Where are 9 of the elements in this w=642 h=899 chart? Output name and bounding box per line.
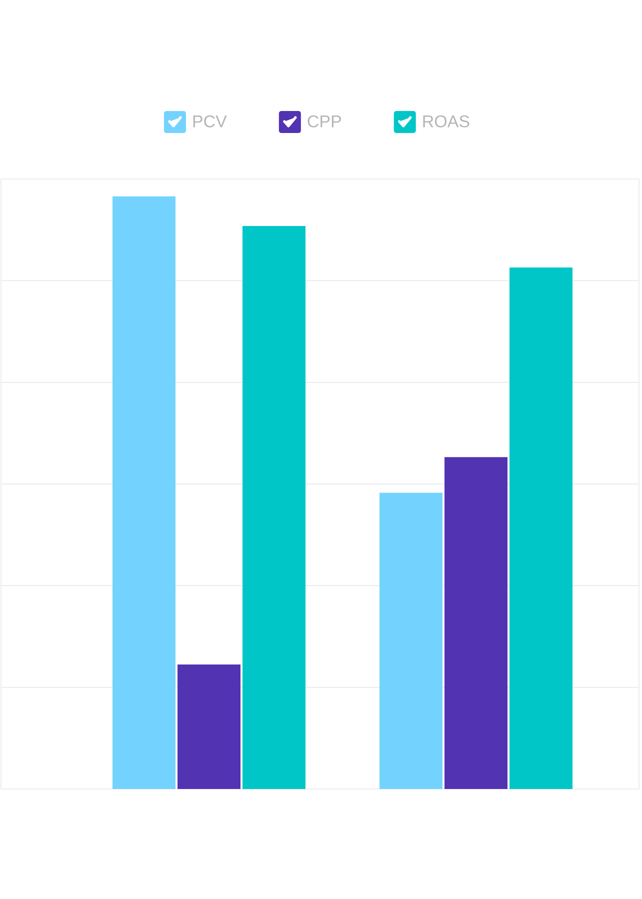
bar [444,457,508,789]
legend-label: ROAS [423,115,470,128]
bar [242,226,306,789]
bar [112,196,176,789]
legend-label: CPP [308,115,341,128]
legend-label: PCV [193,115,227,128]
bar [509,268,572,789]
bar [379,492,442,789]
bar [178,664,240,789]
